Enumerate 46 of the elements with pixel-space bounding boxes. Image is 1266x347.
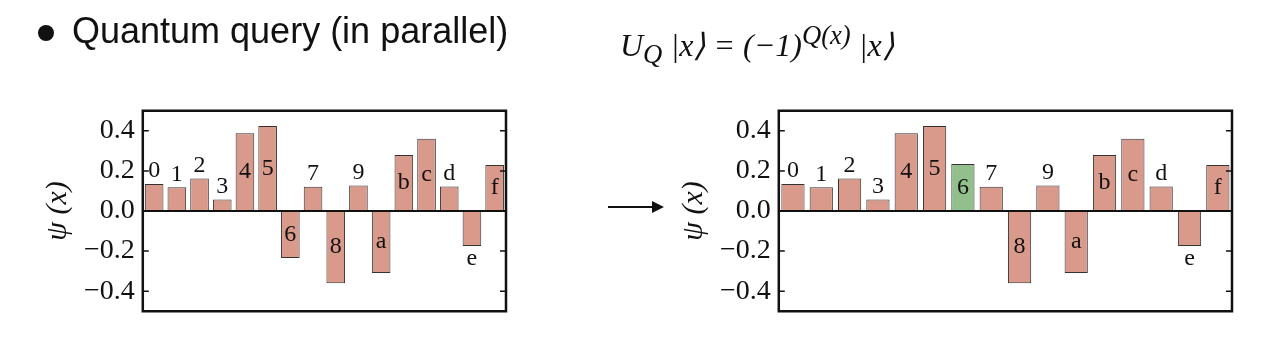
category-label: a (375, 227, 387, 254)
category-label: 9 (352, 157, 365, 184)
chart-title: Quantum query (in parallel) (72, 10, 509, 51)
category-label: 6 (284, 219, 297, 246)
category-label: 5 (928, 153, 941, 180)
y-tick-label: −0.2 (719, 233, 771, 265)
y-tick-label: −0.2 (83, 233, 135, 265)
y-tick-label: 0.2 (99, 153, 135, 185)
category-label: 9 (1041, 157, 1054, 184)
category-label: 8 (329, 232, 342, 259)
category-label: 0 (786, 156, 799, 183)
category-label: f (1213, 173, 1222, 200)
category-label: c (1127, 160, 1139, 187)
y-tick-label: 0.0 (99, 193, 135, 225)
category-label: 7 (307, 159, 320, 186)
category-label: 2 (843, 150, 856, 177)
category-label: b (1098, 168, 1111, 195)
category-label: f (490, 173, 499, 200)
category-label: 8 (1013, 232, 1026, 259)
y-tick-label: 0.4 (735, 113, 771, 145)
category-label: 3 (871, 171, 884, 198)
category-label: a (1070, 227, 1082, 254)
category-label: 1 (170, 159, 183, 186)
category-label: 7 (985, 159, 998, 186)
category-label: 1 (815, 159, 828, 186)
y-axis-title: ψ (x) (38, 181, 73, 241)
category-label: e (466, 244, 478, 271)
category-label: 2 (193, 150, 206, 177)
category-label: d (443, 158, 456, 185)
y-tick-label: −0.4 (83, 273, 135, 305)
y-tick-label: 0.4 (99, 113, 135, 145)
category-label: c (421, 160, 432, 187)
category-label: b (397, 168, 410, 195)
category-label: e (1184, 244, 1195, 271)
category-label: 5 (261, 153, 274, 180)
y-tick-label: 0.0 (735, 193, 771, 225)
category-label: 6 (956, 172, 969, 199)
chart-title: U$_{Q}$ |x⟩ = (−1)$^{Q(x)}$ |x⟩ (620, 20, 894, 71)
y-tick-label: 0.2 (735, 153, 771, 185)
category-label: 3 (216, 171, 229, 198)
category-label: 0 (148, 156, 161, 183)
y-axis-title: ψ (x) (674, 181, 709, 241)
category-label: d (1155, 158, 1168, 185)
category-label: 4 (900, 157, 913, 184)
category-label: 4 (238, 157, 251, 184)
y-tick-label: −0.4 (719, 273, 771, 305)
